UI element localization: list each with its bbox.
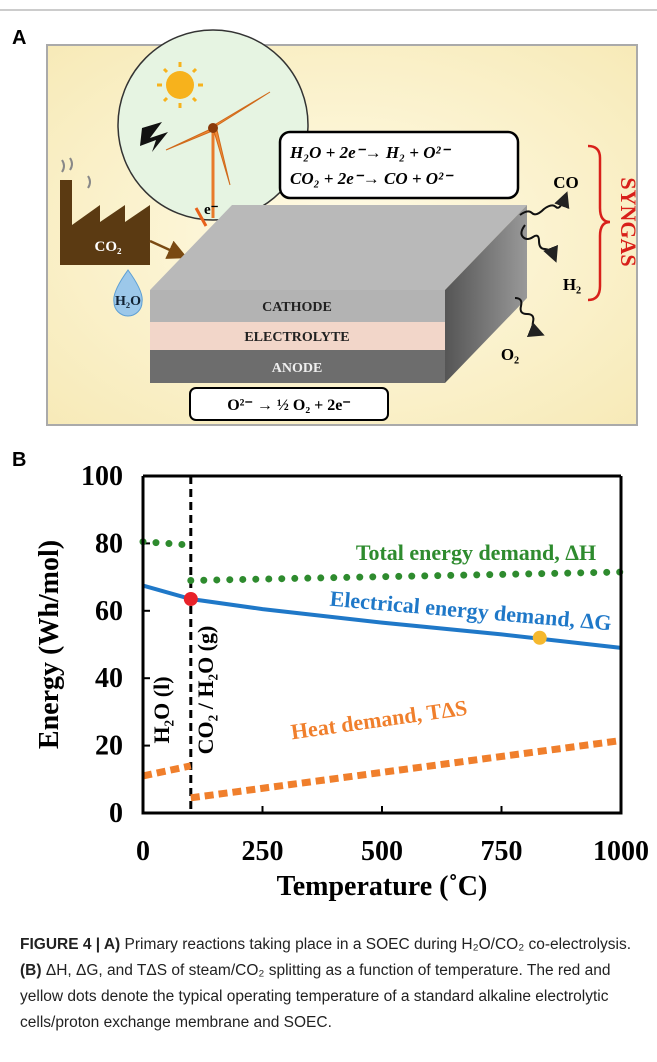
caption-text: ΔH, ΔG, and TΔS of steam/CO₂ splitting a…: [20, 962, 610, 1031]
x-tick-label: 0: [136, 836, 150, 867]
y-tick-label: 40: [95, 663, 123, 694]
x-tick-label: 750: [481, 836, 523, 867]
operating-point: [533, 631, 547, 645]
x-tick-label: 500: [361, 836, 403, 867]
x-axis-label: Temperature (˚C): [277, 871, 488, 902]
y-tick-label: 80: [95, 528, 123, 559]
cell-stack: [150, 205, 527, 383]
panel-label: A: [12, 27, 26, 49]
input-label: H₂O: [115, 294, 141, 309]
reaction-text: H₂O + 2e⁻→ H₂ + O²⁻: [289, 143, 452, 162]
panel-a: H₂O + 2e⁻→ H₂ + O²⁻ CO₂ + 2e⁻→ CO + O²⁻ …: [47, 30, 641, 425]
layer-label: ELECTROLYTE: [244, 330, 349, 345]
caption-label: (B): [20, 962, 42, 979]
series-label: Total energy demand, ΔH: [356, 540, 596, 565]
product-label: H₂: [563, 275, 581, 294]
operating-point: [184, 592, 198, 606]
anode-reaction: O²⁻ → ½ O₂ + 2e⁻: [227, 397, 351, 414]
phase-label: H₂O (l): [149, 676, 174, 743]
caption-label: FIGURE 4 | A): [20, 936, 120, 953]
x-tick-label: 250: [242, 836, 284, 867]
product-label: O₂: [501, 345, 519, 364]
caption: FIGURE 4 | A) Primary reactions taking p…: [20, 932, 635, 1036]
page: A H₂O + 2e⁻→ H₂ + O²⁻ CO₂ + 2e⁻→ CO + O²…: [0, 0, 657, 1062]
y-tick-label: 60: [95, 596, 123, 627]
y-tick-label: 20: [95, 731, 123, 762]
input-label: CO₂: [95, 239, 123, 255]
series-label: Electrical energy demand, ΔG: [329, 586, 613, 636]
figure: A H₂O + 2e⁻→ H₂ + O²⁻ CO₂ + 2e⁻→ CO + O²…: [0, 0, 657, 925]
reaction-text: CO₂ + 2e⁻→ CO + O²⁻: [290, 169, 454, 188]
y-tick-label: 100: [81, 461, 123, 492]
reaction-box: [280, 132, 518, 198]
y-axis-label: Energy (Wh/mol): [34, 540, 65, 749]
layer-label: ANODE: [272, 361, 323, 376]
series-label: Heat demand, TΔS: [289, 695, 469, 745]
product-label: CO: [553, 173, 579, 192]
panel-label: B: [12, 449, 26, 471]
layer-label: CATHODE: [262, 300, 332, 315]
y-tick-label: 0: [109, 798, 123, 829]
caption-text: Primary reactions taking place in a SOEC…: [120, 936, 631, 953]
phase-label: CO₂ / H₂O (g): [193, 626, 218, 755]
x-tick-label: 1000: [593, 836, 649, 867]
electron-label: e⁻: [204, 202, 219, 218]
syngas-label: SYNGAS: [616, 177, 641, 266]
